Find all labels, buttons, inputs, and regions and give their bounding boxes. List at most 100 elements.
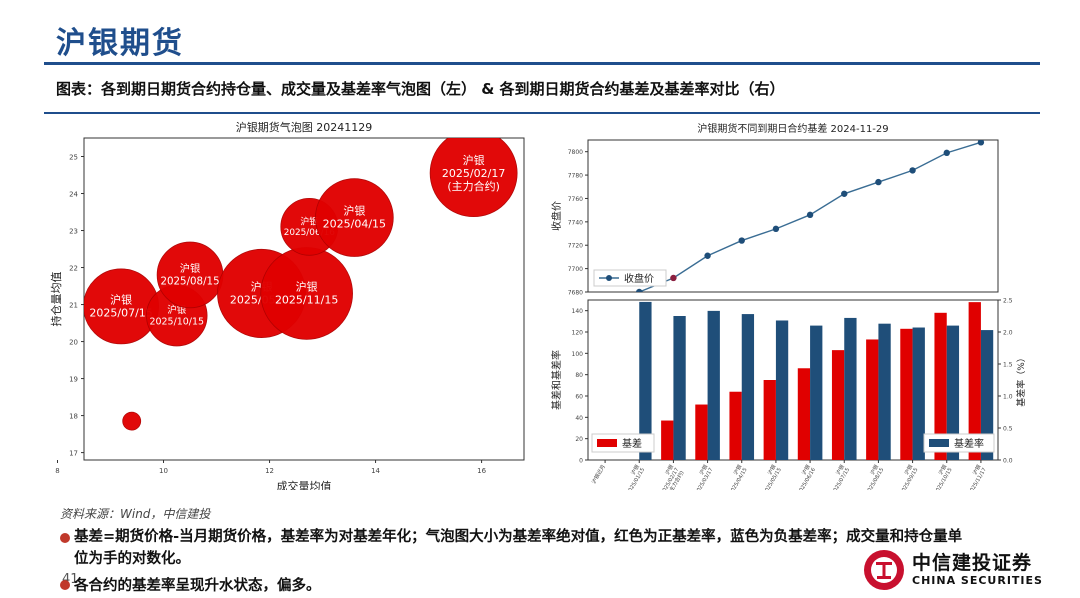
y2-tick-label: 0.0	[1003, 458, 1013, 465]
bar-basis-rate	[946, 325, 960, 460]
note-conclusion: 各合约的基差率呈现升水状态，偏多。	[74, 578, 321, 594]
bar-basis	[934, 312, 947, 460]
bar-basis-rate	[810, 325, 823, 460]
line-point	[909, 167, 916, 174]
x-tick-label: 沪银2025/05/15	[756, 462, 783, 490]
y2-tick-label: 2.5	[1003, 298, 1013, 305]
bar-legend-basis-box	[591, 433, 655, 453]
y-tick-label: 18	[69, 413, 78, 421]
line-y-axis-label: 收盘价	[550, 201, 563, 231]
bar-basis	[763, 380, 776, 460]
x-tick-label: 12	[265, 467, 274, 475]
y-tick-label: 21	[69, 302, 78, 310]
bubble-chart: 沪银期货气泡图 20241129 8 10 12 14 16 17 18 19 20 21 22 23 2…	[49, 120, 525, 493]
legend-line-label: 收盘价	[624, 272, 654, 285]
bar-basis-rate	[980, 330, 994, 460]
x-tick-label: 沪银2025/03/17	[687, 462, 714, 490]
y2-tick-label: 0.5	[1003, 426, 1013, 433]
bar-basis-rate	[639, 301, 652, 460]
x-tick-label: 沪银2025/04/15	[722, 462, 749, 490]
bar-legend-rate-box	[923, 433, 995, 453]
figure-caption: 图表：各到期日期货合约持仓量、成交量及基差率气泡图（左） & 各到期日期货合约基…	[56, 80, 785, 98]
x-tick-label: 10	[159, 467, 168, 475]
bubble-label: 2025/02/17	[442, 167, 505, 180]
y-tick-label: 7700	[568, 266, 583, 273]
y-tick-label: 0	[579, 458, 583, 465]
bubble-label: 沪银	[343, 204, 365, 218]
logo-text-cn: 中信建投证券	[912, 552, 1033, 574]
china-securities-logo: 中信建投证券 CHINA SECURITIES	[862, 548, 1042, 592]
bar-basis-rate	[673, 316, 686, 460]
line-point	[636, 288, 643, 292]
bubble-point	[315, 178, 394, 257]
x-axis-label: 成交量均值	[277, 479, 332, 490]
y-tick-label: 140	[572, 308, 584, 315]
line-point	[943, 149, 950, 157]
line-point	[670, 274, 677, 282]
bubble-label: 沪银	[180, 262, 201, 275]
y-tick-label: 7780	[568, 173, 583, 180]
y-tick-label: 80	[575, 372, 583, 379]
legend-basis-swatch	[597, 439, 617, 447]
logo-text-en: CHINA SECURITIES	[912, 574, 1043, 587]
y-tick-label: 100	[572, 351, 584, 358]
bar-basis-rate	[912, 327, 925, 460]
bar-basis	[866, 339, 879, 460]
x-tick-label: 沪银2025/11/17	[961, 462, 988, 490]
x-tick-label: 16	[477, 467, 486, 475]
bar-basis	[831, 350, 845, 460]
line-plot-frame	[587, 139, 999, 293]
x-tick-label: 沪银2025/08/15	[858, 462, 885, 490]
bubble-label: 2025/11/15	[275, 294, 338, 307]
y-tick-label: 24	[69, 191, 78, 199]
y-tick-label: 22	[69, 265, 78, 273]
y-tick-label: 40	[575, 415, 583, 422]
bar-y2-axis-label: 基差率（%）	[1015, 353, 1027, 407]
y2-tick-label: 1.5	[1003, 362, 1013, 369]
y-tick-label: 20	[69, 339, 78, 347]
bar-basis	[797, 368, 811, 460]
line-series	[636, 141, 982, 292]
y-tick-label: 7760	[568, 196, 583, 203]
line-legend-box	[593, 269, 667, 287]
legend-rate-label: 基差率	[954, 437, 984, 450]
y-axis-label: 持仓量均值	[49, 272, 63, 327]
bar-basis-rate	[707, 310, 720, 460]
x-tick-label: 沪银2025/06/16	[790, 462, 817, 490]
page-title: 沪银期货	[56, 26, 184, 61]
legend-line-marker	[606, 275, 612, 281]
bar-basis	[661, 420, 674, 460]
line-point	[738, 237, 745, 244]
chart-title: 沪银期货气泡图 20241129	[236, 120, 372, 134]
y2-tick-label: 1.0	[1003, 394, 1013, 401]
bubble-point	[429, 138, 518, 218]
bullet-dot	[60, 533, 70, 543]
y-tick-label: 19	[69, 376, 78, 384]
line-point	[977, 140, 985, 146]
x-tick-label: 8	[55, 467, 59, 475]
x-tick-label: 沪银2025/01/15	[619, 462, 646, 490]
y-tick-label: 120	[572, 330, 584, 337]
bar-basis	[729, 391, 742, 460]
basis-chart-panel: 沪银期货不同到期日合约基差 2024-11-29 7680 7700 7720 7740…	[538, 118, 1038, 496]
x-tick-label: 14	[371, 467, 380, 475]
basis-charts: 沪银期货不同到期日合约基差 2024-11-29 7680 7700 7720 7740…	[550, 122, 1027, 496]
y-tick-label: 7680	[568, 290, 583, 297]
line-point	[806, 211, 814, 219]
line-point	[841, 190, 848, 197]
bubble-label: 2025/07/15	[89, 307, 152, 320]
bubble-label: 2025/04/15	[323, 218, 386, 231]
bubble-label: 沪银	[300, 215, 318, 227]
y-tick-label: 25	[69, 154, 78, 162]
y-tick-label: 7720	[568, 243, 583, 250]
y-tick-label: 20	[575, 436, 583, 443]
bar-plot-frame	[587, 299, 999, 461]
bubble-label: 沪银	[110, 293, 132, 307]
x-tick-label-line: 沪银近月	[590, 463, 607, 485]
y-tick-label: 7740	[568, 219, 583, 226]
y-tick-label: 60	[575, 394, 583, 401]
bar-basis	[968, 302, 981, 460]
bubble-label: 沪银	[463, 153, 485, 167]
bubble-label: (主力合约)	[447, 179, 500, 193]
title-divider	[44, 62, 1040, 65]
